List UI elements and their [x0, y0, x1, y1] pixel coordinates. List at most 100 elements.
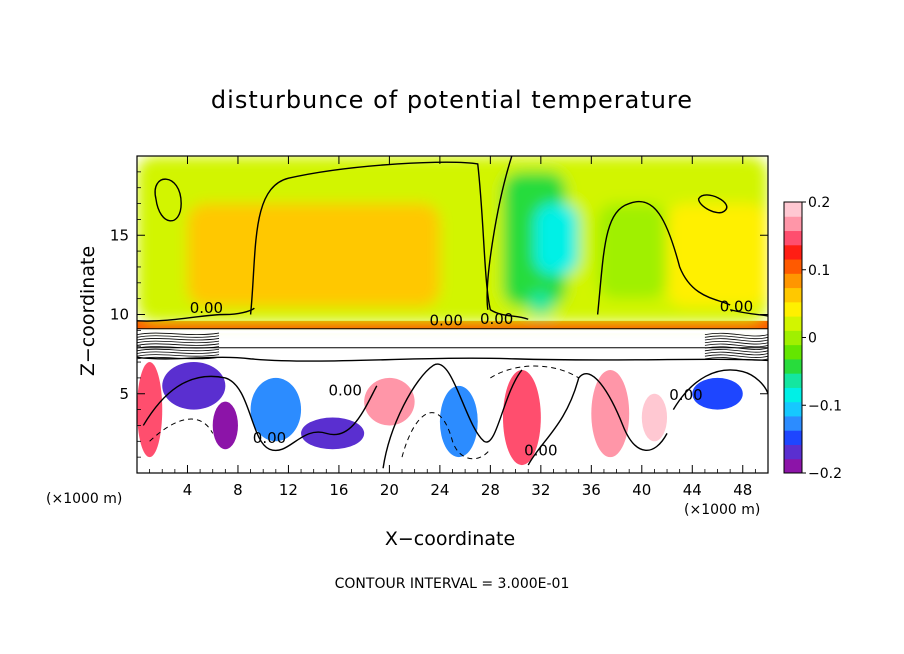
field-region [591, 369, 630, 458]
x-tick-label: 24 [430, 481, 449, 499]
colorbar-tick-label: −0.2 [808, 466, 842, 482]
field-region [301, 417, 365, 450]
dense-contour-line [137, 356, 220, 360]
colorbar-segment [784, 415, 802, 431]
separation-band [137, 330, 768, 334]
lower-field-group [137, 320, 768, 473]
dense-contour-line [137, 332, 220, 336]
colorbar-segment [784, 287, 802, 303]
upper-field-group [137, 156, 768, 323]
colorbar-tick-label: 0 [808, 331, 817, 347]
field-region [250, 377, 302, 442]
field-region [667, 203, 768, 307]
colorbar-segment [784, 216, 802, 232]
colorbar-segment [784, 401, 802, 417]
dense-contour-line [704, 351, 768, 356]
field-region [534, 203, 579, 275]
zero-contour-line [486, 156, 513, 310]
colorbar-segment [784, 244, 802, 260]
dense-contour-line [704, 349, 768, 353]
dense-contour-line [704, 332, 768, 337]
zero-contour-line [672, 369, 768, 410]
colorbar-segment [784, 344, 802, 360]
colorbar-segment [784, 316, 802, 331]
dense-contour-line [704, 354, 768, 358]
colorbar-segment [784, 301, 802, 317]
contour-label: 0.00 [329, 381, 362, 399]
x-tick-label: 48 [733, 481, 752, 499]
contour-label: 0.00 [429, 312, 462, 330]
dense-contour-line [137, 346, 220, 349]
dense-contour-line [704, 335, 768, 340]
x-unit-label-right: (×1000 m) [684, 502, 761, 518]
negative-contour-line [401, 412, 491, 460]
dense-contour-line [704, 340, 768, 345]
field-region [364, 377, 415, 426]
zero-contour-line [729, 309, 768, 317]
colorbar: 0.2 0.1 0 −0.1 −0.2 [783, 195, 842, 482]
x-tick-label: 20 [380, 481, 399, 499]
y-axis-label: Z−coordinate [77, 245, 99, 377]
y-tick-label: 5 [119, 385, 129, 403]
colorbar-segment [784, 373, 802, 388]
x-tick-label: 40 [632, 481, 651, 499]
dense-contour-line [137, 338, 220, 341]
contour-label: 0.00 [669, 386, 702, 404]
zero-contour-line [697, 194, 728, 214]
field-region [692, 377, 743, 410]
field-region [597, 203, 668, 299]
x-tick-label: 16 [329, 481, 348, 499]
zero-contour-line [382, 363, 523, 469]
x-axis-label: X−coordinate [384, 528, 516, 550]
colorbar-segment [784, 458, 802, 474]
field-region [528, 290, 554, 315]
x-tick-label: 4 [183, 481, 193, 499]
colorbar-segment [784, 358, 802, 374]
x-tick-label: 32 [531, 481, 550, 499]
contour-label: 0.00 [480, 310, 513, 328]
contour-interval-note: CONTOUR INTERVAL = 3.000E-01 [334, 576, 570, 592]
y-tick-label: 15 [110, 226, 129, 244]
x-tick-label: 28 [481, 481, 500, 499]
zero-contour-line [142, 375, 378, 452]
dense-contour-line [704, 346, 768, 350]
chart-title: disturbunce of potential temperature [210, 86, 694, 114]
zero-contour-line [596, 201, 731, 315]
field-region [212, 401, 238, 450]
colorbar-segment [784, 330, 802, 346]
field-region [439, 385, 478, 458]
x-tick-label: 12 [279, 481, 298, 499]
zero-contour-line [137, 307, 255, 322]
colorbar-segment [784, 273, 802, 289]
colorbar-segment [784, 202, 802, 217]
field-region [641, 393, 668, 442]
field-region [187, 203, 440, 307]
dense-contour-line [137, 340, 220, 344]
y-tick-label: 10 [110, 306, 129, 324]
dense-contour-line [137, 348, 220, 352]
zero-contour-line [137, 356, 768, 362]
colorbar-segment [784, 387, 802, 403]
dense-contour-line [137, 335, 220, 338]
field-region [162, 362, 226, 410]
heatmap-field [137, 156, 768, 473]
field-region [137, 320, 768, 329]
colorbar-tick-label: 0.1 [808, 263, 830, 279]
field-region [502, 369, 541, 466]
dense-contour-line [137, 343, 220, 346]
zero-contour-line [527, 373, 668, 466]
negative-contour-line [490, 365, 579, 379]
colorbar-tick-label: −0.1 [808, 398, 842, 414]
contour-label: 0.00 [524, 442, 557, 460]
contour-label: 0.00 [190, 299, 223, 317]
colorbar-segment [784, 259, 802, 274]
field-region [137, 362, 163, 458]
zero-contour-line [249, 161, 529, 320]
negative-contour-line [149, 418, 214, 442]
contour-lines [137, 156, 768, 469]
colorbar-segment [784, 430, 802, 445]
dense-contour-line [137, 351, 220, 354]
colorbar-tick-label: 0.2 [808, 195, 830, 211]
colorbar-segment [784, 230, 802, 246]
